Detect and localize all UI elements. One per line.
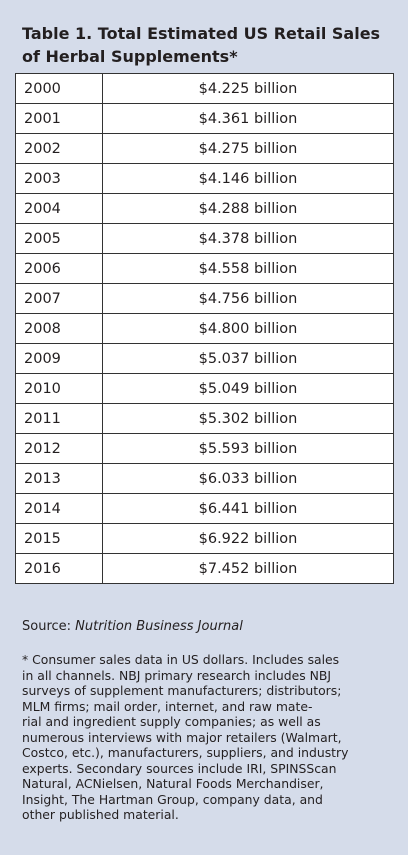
table-row: 2005 $4.378 billion [15, 223, 394, 254]
year-cell: 2016 [15, 553, 103, 584]
footnote-line: in all channels. NBJ primary research in… [22, 667, 332, 683]
table-row: 2001 $4.361 billion [15, 103, 394, 134]
table-title: Table 1. Total Estimated US Retail Sales… [22, 24, 381, 66]
year-cell: 2006 [15, 253, 103, 284]
year-cell: 2003 [15, 163, 103, 194]
year-cell: 2009 [15, 343, 103, 374]
source: Source: Nutrition Business Journal [22, 619, 243, 634]
year-cell: 2001 [15, 103, 103, 134]
year-cell: 2002 [15, 133, 103, 164]
footnote-line: MLM firms; mail order, internet, and raw… [22, 698, 313, 714]
table-row: 2009 $5.037 billion [15, 343, 394, 374]
footnote-line: Natural, ACNielsen, Natural Foods Mercha… [22, 776, 324, 791]
sales-cell: $4.361 billion [102, 103, 394, 134]
table-row: 2002 $4.275 billion [15, 133, 394, 164]
footnote-line: surveys of supplement manufacturers; dis… [22, 683, 342, 698]
footnote-line: Costco, etc.), manufacturers, suppliers,… [22, 745, 349, 760]
table-row: 2004 $4.288 billion [15, 193, 394, 224]
table-row: 2011 $5.302 billion [15, 403, 394, 434]
year-cell: 2004 [15, 193, 103, 224]
table-row: 2015 $6.922 billion [15, 523, 394, 554]
sales-cell: $6.922 billion [102, 523, 394, 554]
sales-cell: $4.275 billion [102, 133, 394, 164]
sales-cell: $5.049 billion [102, 373, 394, 404]
table-row: 2006 $4.558 billion [15, 253, 394, 284]
footnote-line: other published material. [22, 807, 179, 822]
sales-cell: $4.225 billion [102, 73, 394, 104]
sales-cell: $6.033 billion [102, 463, 394, 494]
year-cell: 2011 [15, 403, 103, 434]
table-row: 2007 $4.756 billion [15, 283, 394, 314]
sales-cell: $5.302 billion [102, 403, 394, 434]
year-cell: 2005 [15, 223, 103, 254]
table-row: 2014 $6.441 billion [15, 493, 394, 524]
table-row: 2008 $4.800 billion [15, 313, 394, 344]
footnote-line: experts. Secondary sources include IRI, … [22, 760, 337, 776]
sales-cell: $4.756 billion [102, 283, 394, 314]
footnote-line: numerous interviews with major retailers… [22, 729, 342, 745]
sales-cell: $6.441 billion [102, 493, 394, 524]
year-cell: 2012 [15, 433, 103, 464]
table-row: 2010 $5.049 billion [15, 373, 394, 404]
sales-cell: $4.558 billion [102, 253, 394, 284]
table-row: 2012 $5.593 billion [15, 433, 394, 464]
year-cell: 2008 [15, 313, 103, 344]
sales-cell: $4.146 billion [102, 163, 394, 194]
sales-cell: $4.378 billion [102, 223, 394, 254]
footnote-line: Insight, The Hartman Group, company data… [22, 791, 323, 807]
source-name: Nutrition Business Journal [75, 619, 243, 634]
year-cell: 2014 [15, 493, 103, 524]
sales-cell: $4.288 billion [102, 193, 394, 224]
table-row: 2000 $4.225 billion [15, 73, 394, 104]
year-cell: 2015 [15, 523, 103, 554]
table-row: 2003 $4.146 billion [15, 163, 394, 194]
year-cell: 2013 [15, 463, 103, 494]
source-label: Source: [22, 619, 72, 634]
sales-cell: $7.452 billion [102, 553, 394, 584]
year-cell: 2007 [15, 283, 103, 314]
year-cell: 2010 [15, 373, 103, 404]
sales-cell: $4.800 billion [102, 313, 394, 344]
table-row: 2016 $7.452 billion [15, 553, 394, 584]
footnote: * Consumer sales data in US dollars. Inc… [22, 652, 348, 823]
sales-table: 2000 $4.225 billion 2001 $4.361 billion 2002… [15, 73, 394, 584]
year-cell: 2000 [15, 73, 103, 104]
sales-cell: $5.593 billion [102, 433, 394, 464]
footnote-line: rial and ingredient supply companies; as… [22, 714, 321, 729]
footnote-line: * Consumer sales data in US dollars. Inc… [22, 652, 340, 667]
table-row: 2013 $6.033 billion [15, 463, 394, 494]
sales-cell: $5.037 billion [102, 343, 394, 374]
